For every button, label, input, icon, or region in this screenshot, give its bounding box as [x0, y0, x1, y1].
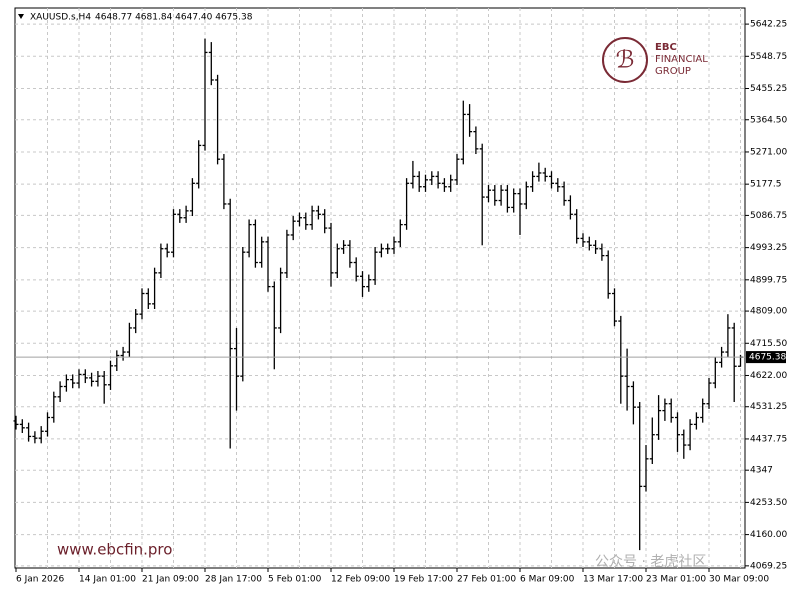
y-tick-label: 4622.00 — [750, 371, 787, 381]
brand-line: GROUP — [655, 66, 691, 77]
y-tick-label: 4253.50 — [750, 498, 787, 508]
brand-logo: ℬ EBC FINANCIAL GROUP — [602, 37, 708, 83]
x-tick-label: 30 Mar 09:00 — [709, 575, 769, 585]
y-tick-label: 4160.00 — [750, 530, 787, 540]
y-tick-label: 5177.5 — [750, 180, 782, 190]
price-label-bg — [746, 351, 786, 364]
ohlc-header: 4648.77 4681.84 4647.40 4675.38 — [95, 13, 253, 23]
y-tick-label: 5271.00 — [750, 147, 787, 157]
logo-glyph: ℬ — [616, 46, 635, 74]
y-tick-label: 4715.50 — [750, 339, 787, 349]
y-tick-label: 4531.25 — [750, 402, 787, 412]
price-label: 4675.38 — [749, 353, 786, 363]
x-tick-label: 28 Jan 17:00 — [205, 575, 262, 585]
y-tick-label: 4899.75 — [750, 275, 787, 285]
watermark: 公众号 · 老虎社区 — [595, 554, 706, 570]
x-tick-label: 12 Feb 09:00 — [331, 575, 390, 585]
brand-name: EBC — [655, 42, 677, 53]
x-tick-label: 27 Feb 01:00 — [457, 575, 516, 585]
x-tick-label: 21 Jan 09:00 — [142, 575, 199, 585]
y-tick-label: 4437.75 — [750, 434, 787, 444]
x-tick-label: 14 Jan 01:00 — [79, 575, 136, 585]
plot-frame — [14, 7, 746, 569]
x-tick-label: 6 Mar 09:00 — [520, 575, 575, 585]
x-tick-label: 23 Mar 01:00 — [646, 575, 706, 585]
x-tick-label: 5 Feb 01:00 — [268, 575, 322, 585]
y-tick-label: 4069.25 — [750, 561, 787, 571]
y-tick-label: 4809.00 — [750, 307, 787, 317]
y-tick-label: 5548.75 — [750, 52, 787, 62]
website: www.ebcfin.pro — [57, 541, 172, 559]
grid — [15, 8, 745, 568]
y-tick-label: 5455.25 — [750, 84, 787, 94]
dropdown-icon — [18, 14, 24, 19]
y-tick-label: 4347 — [750, 466, 773, 476]
y-tick-label: 4993.25 — [750, 243, 787, 253]
chart-title: XAUUSD.s,H4 — [30, 13, 91, 23]
x-tick-label: 6 Jan 2026 — [16, 575, 64, 585]
bars — [13, 38, 743, 551]
brand-line: FINANCIAL — [655, 54, 708, 65]
x-tick-label: 19 Feb 17:00 — [394, 575, 453, 585]
y-tick-label: 5086.75 — [750, 211, 787, 221]
x-tick-label: 13 Mar 17:00 — [583, 575, 643, 585]
y-tick-label: 5642.25 — [750, 20, 787, 30]
logo-circle — [602, 37, 648, 83]
y-tick-label: 5364.50 — [750, 115, 787, 125]
